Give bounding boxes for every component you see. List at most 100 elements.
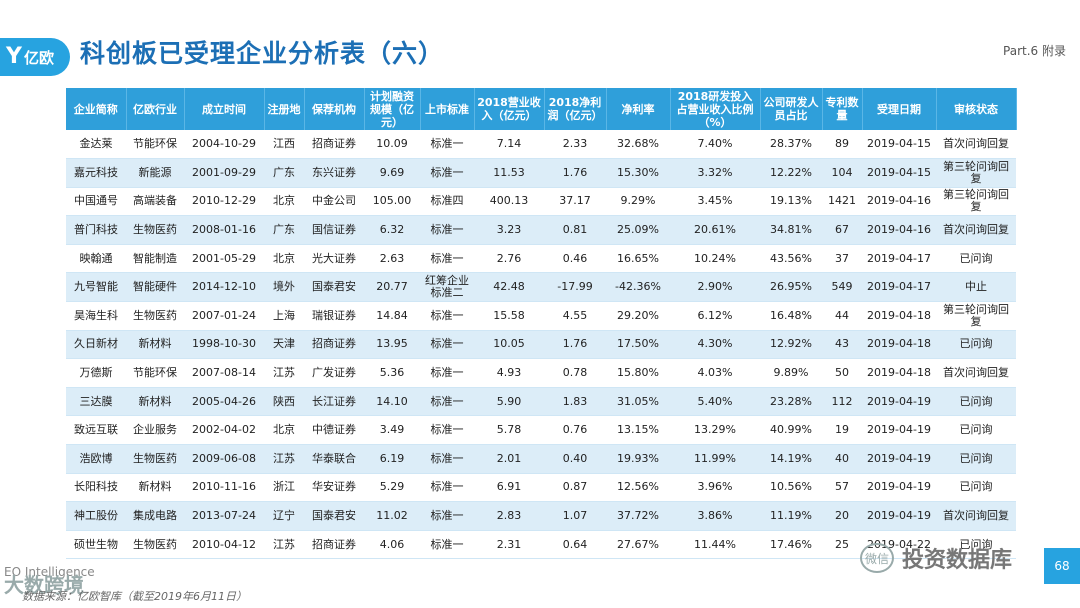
table-cell: 华泰联合 bbox=[304, 444, 364, 474]
table-cell: 10.09 bbox=[364, 130, 420, 160]
column-header: 2018净利润（亿元） bbox=[544, 88, 607, 130]
table-cell: 2019-04-18 bbox=[862, 330, 936, 360]
table-cell: 集成电路 bbox=[126, 501, 184, 531]
table-cell: 5.90 bbox=[474, 387, 544, 417]
table-cell: 2010-04-12 bbox=[184, 530, 264, 560]
table-cell: 11.02 bbox=[364, 501, 420, 531]
table-cell: 中金公司 bbox=[304, 187, 364, 217]
table-cell: 50 bbox=[822, 358, 862, 388]
brand-small: EO Intelligence bbox=[4, 565, 95, 579]
table-cell: 15.30% bbox=[606, 158, 670, 188]
table-cell: 25.09% bbox=[606, 215, 670, 245]
table-cell: 江苏 bbox=[264, 530, 304, 560]
table-cell: 25 bbox=[822, 530, 862, 560]
table-cell: 2.76 bbox=[474, 244, 544, 274]
table-cell: 3.32% bbox=[670, 158, 760, 188]
table-cell: 标准一 bbox=[420, 501, 474, 531]
table-cell: 生物医药 bbox=[126, 530, 184, 560]
table-cell: 节能环保 bbox=[126, 358, 184, 388]
table-cell: 28.37% bbox=[760, 130, 822, 160]
table-cell: 0.78 bbox=[544, 358, 606, 388]
table-cell: 标准四 bbox=[420, 187, 474, 217]
table-cell: 红筹企业标准二 bbox=[420, 272, 474, 303]
column-header: 计划融资规模（亿元） bbox=[364, 88, 421, 130]
table-cell: 智能制造 bbox=[126, 244, 184, 274]
table-cell: 9.69 bbox=[364, 158, 420, 188]
table-cell: 第三轮问询回复 bbox=[936, 187, 1016, 217]
table-cell: 已问询 bbox=[936, 387, 1016, 417]
table-cell: 已问询 bbox=[936, 244, 1016, 274]
table-cell: 2014-12-10 bbox=[184, 272, 264, 303]
table-cell: 2019-04-19 bbox=[862, 444, 936, 474]
table-cell: 40.99% bbox=[760, 415, 822, 446]
table-row: 昊海生科 生物医药 2007-01-24 上海 瑞银证券 14.84 标准一 15.58 4.5… bbox=[66, 301, 1016, 331]
table-cell: 已问询 bbox=[936, 530, 1016, 560]
table-cell: 4.06 bbox=[364, 530, 420, 560]
table-cell: 首次问询回复 bbox=[936, 358, 1016, 388]
table-cell: 标准一 bbox=[420, 158, 474, 188]
table-cell: 首次问询回复 bbox=[936, 215, 1016, 245]
table-cell: -17.99 bbox=[544, 272, 606, 303]
table-cell: 新材料 bbox=[126, 330, 184, 360]
table-cell: 2013-07-24 bbox=[184, 501, 264, 531]
table-cell: 5.29 bbox=[364, 473, 420, 503]
table-cell: 2010-12-29 bbox=[184, 187, 264, 217]
logo-text: 亿欧 bbox=[23, 48, 54, 67]
table-cell: 12.22% bbox=[760, 158, 822, 188]
table-cell: 4.03% bbox=[670, 358, 760, 388]
table-cell: 19 bbox=[822, 415, 862, 446]
table-cell: 标准一 bbox=[420, 301, 474, 331]
table-cell: 2019-04-19 bbox=[862, 501, 936, 531]
table-cell: 北京 bbox=[264, 187, 304, 217]
table-cell: 普门科技 bbox=[66, 215, 126, 245]
table-row: 浩欧博 生物医药 2009-06-08 江苏 华泰联合 6.19 标准一 2.01 0.40 19… bbox=[66, 444, 1016, 474]
table-cell: 2019-04-15 bbox=[862, 158, 936, 188]
table-cell: 105.00 bbox=[364, 187, 420, 217]
table-cell: 3.23 bbox=[474, 215, 544, 245]
table-cell: 新材料 bbox=[126, 387, 184, 417]
column-header: 专利数量 bbox=[822, 88, 863, 130]
table-row: 长阳科技 新材料 2010-11-16 浙江 华安证券 5.29 标准一 6.91 0.87 12… bbox=[66, 473, 1016, 503]
table-cell: 广发证券 bbox=[304, 358, 364, 388]
table-cell: 天津 bbox=[264, 330, 304, 360]
table-cell: 13.15% bbox=[606, 415, 670, 446]
table-cell: 浩欧博 bbox=[66, 444, 126, 474]
table-cell: 14.10 bbox=[364, 387, 420, 417]
table-cell: 20 bbox=[822, 501, 862, 531]
table-cell: 0.40 bbox=[544, 444, 606, 474]
table-cell: 549 bbox=[822, 272, 862, 303]
table-cell: 19.13% bbox=[760, 187, 822, 217]
table-cell: 新材料 bbox=[126, 473, 184, 503]
table-cell: 陕西 bbox=[264, 387, 304, 417]
table-cell: 5.40% bbox=[670, 387, 760, 417]
table-cell: 中止 bbox=[936, 272, 1016, 303]
table-cell: 4.93 bbox=[474, 358, 544, 388]
table-cell: 44 bbox=[822, 301, 862, 331]
table-cell: 0.46 bbox=[544, 244, 606, 274]
table-cell: 光大证券 bbox=[304, 244, 364, 274]
table-cell: 广东 bbox=[264, 158, 304, 188]
table-cell: 北京 bbox=[264, 244, 304, 274]
table-cell: 6.19 bbox=[364, 444, 420, 474]
table-cell: 2019-04-19 bbox=[862, 387, 936, 417]
table-cell: 境外 bbox=[264, 272, 304, 303]
eo-intelligence-watermark: EO Intelligence 大数跨境 bbox=[4, 565, 95, 596]
table-cell: 2019-04-18 bbox=[862, 358, 936, 388]
column-header: 企业简称 bbox=[66, 88, 127, 130]
table-cell: 已问询 bbox=[936, 330, 1016, 360]
table-cell: 3.86% bbox=[670, 501, 760, 531]
table-cell: 43.56% bbox=[760, 244, 822, 274]
table-cell: 10.05 bbox=[474, 330, 544, 360]
table-cell: 金达莱 bbox=[66, 130, 126, 160]
table-cell: 11.53 bbox=[474, 158, 544, 188]
company-analysis-table: 企业简称 亿欧行业 成立时间 注册地 保荐机构 计划融资规模（亿元） 上市标准 2018营业收… bbox=[66, 88, 1017, 560]
table-cell: 华安证券 bbox=[304, 473, 364, 503]
table-cell: 标准一 bbox=[420, 358, 474, 388]
table-cell: 企业服务 bbox=[126, 415, 184, 446]
table-header-row: 企业简称 亿欧行业 成立时间 注册地 保荐机构 计划融资规模（亿元） 上市标准 2018营业收… bbox=[66, 88, 1017, 130]
table-cell: 2004-10-29 bbox=[184, 130, 264, 160]
table-cell: 67 bbox=[822, 215, 862, 245]
table-cell: 11.19% bbox=[760, 501, 822, 531]
table-row: 三达膜 新材料 2005-04-26 陕西 长江证券 14.10 标准一 5.90 1.83 31… bbox=[66, 387, 1016, 417]
table-cell: 3.96% bbox=[670, 473, 760, 503]
